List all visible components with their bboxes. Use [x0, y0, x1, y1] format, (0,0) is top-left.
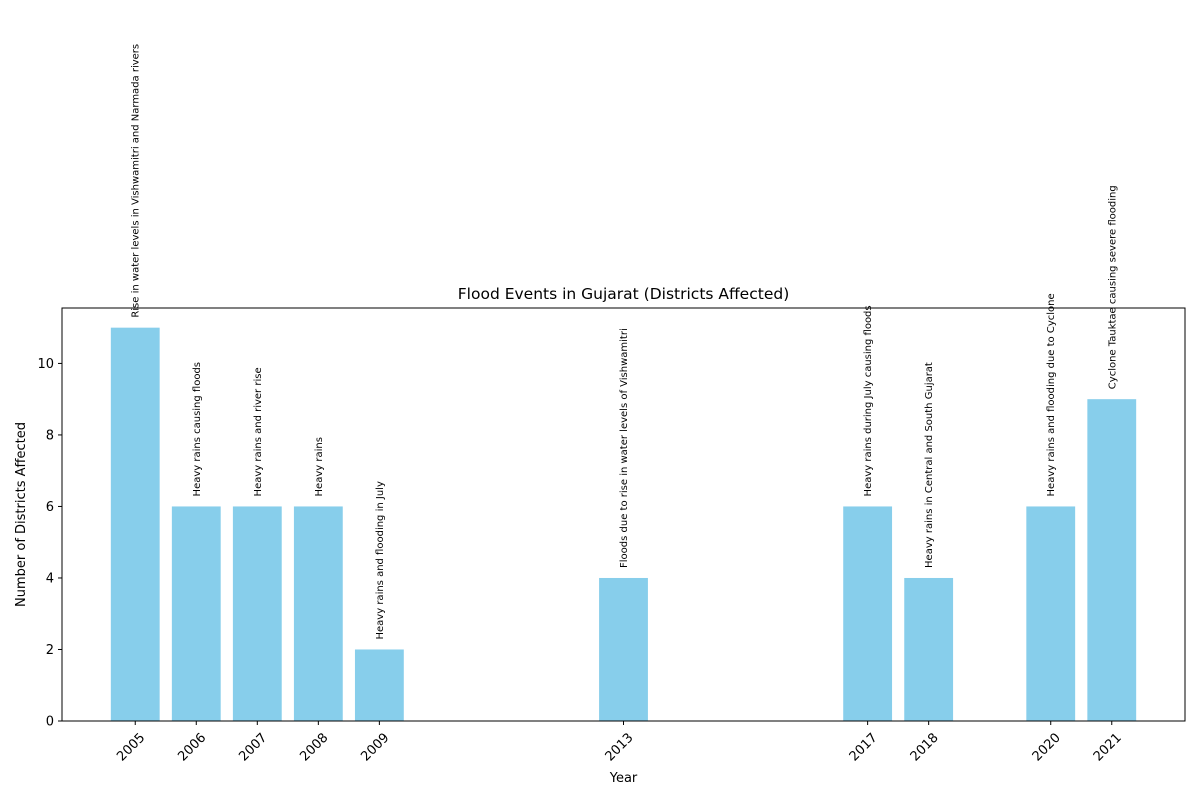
y-tick-label-10: 10 — [37, 357, 54, 372]
x-tick-label-2007: 2007 — [236, 730, 270, 764]
bar-2013 — [599, 577, 648, 721]
x-tick-label-2006: 2006 — [175, 730, 209, 764]
y-tick-label-2: 2 — [46, 643, 54, 658]
bar-2007 — [232, 506, 282, 721]
bar-annotation-2006: Heavy rains causing floods — [192, 362, 203, 496]
y-tick-label-6: 6 — [46, 500, 54, 515]
x-axis-ticks: 2005 2006 2007 2008 2009 2013 2017 2018 2020 2021 — [114, 721, 1125, 764]
x-tick-label-2018: 2018 — [908, 730, 942, 764]
y-axis-label: Number of Districts Affected — [14, 422, 29, 607]
x-tick-label-2013: 2013 — [603, 730, 637, 764]
bar-annotation-2008: Heavy rains — [314, 437, 325, 496]
bar-annotation-2018: Heavy rains in Central and South Gujarat — [924, 362, 935, 568]
bar-annotation-2013: Floods due to rise in water levels of Vi… — [619, 328, 630, 568]
x-tick-label-2009: 2009 — [358, 730, 392, 764]
bar-2008 — [293, 506, 343, 721]
x-axis-label: Year — [609, 771, 638, 786]
bar-2017 — [843, 506, 893, 721]
y-tick-label-0: 0 — [46, 715, 54, 730]
bar-annotation-2020: Heavy rains and flooding due to Cyclone — [1046, 293, 1057, 496]
bars-layer — [110, 327, 1137, 721]
bar-2005 — [110, 327, 160, 721]
x-tick-label-2020: 2020 — [1030, 730, 1064, 764]
x-tick-label-2008: 2008 — [297, 730, 331, 764]
bar-2009 — [354, 649, 404, 721]
bar-annotation-2021: Cyclone Tauktae causing severe flooding — [1107, 185, 1118, 389]
bar-annotation-2009: Heavy rains and flooding in July — [375, 481, 386, 639]
bar-annotation-2017: Heavy rains during July causing floods — [863, 305, 874, 496]
bar-annotation-2007: Heavy rains and river rise — [253, 367, 264, 496]
bar-2018 — [904, 577, 954, 721]
y-tick-label-4: 4 — [46, 571, 54, 586]
bar-annotation-2005: Rise in water levels in Vishwamitri and … — [131, 44, 142, 318]
y-tick-label-8: 8 — [46, 428, 54, 443]
x-tick-label-2005: 2005 — [114, 730, 148, 764]
bar-2020 — [1026, 506, 1076, 721]
bar-2021 — [1087, 399, 1137, 721]
chart-title: Flood Events in Gujarat (Districts Affec… — [458, 285, 790, 303]
bar-2006 — [171, 506, 221, 721]
x-tick-label-2021: 2021 — [1091, 730, 1125, 764]
y-axis-ticks: 0 2 4 6 8 10 — [37, 357, 62, 730]
annotations-layer: Rise in water levels in Vishwamitri and … — [131, 44, 1119, 640]
x-tick-label-2017: 2017 — [847, 730, 881, 764]
